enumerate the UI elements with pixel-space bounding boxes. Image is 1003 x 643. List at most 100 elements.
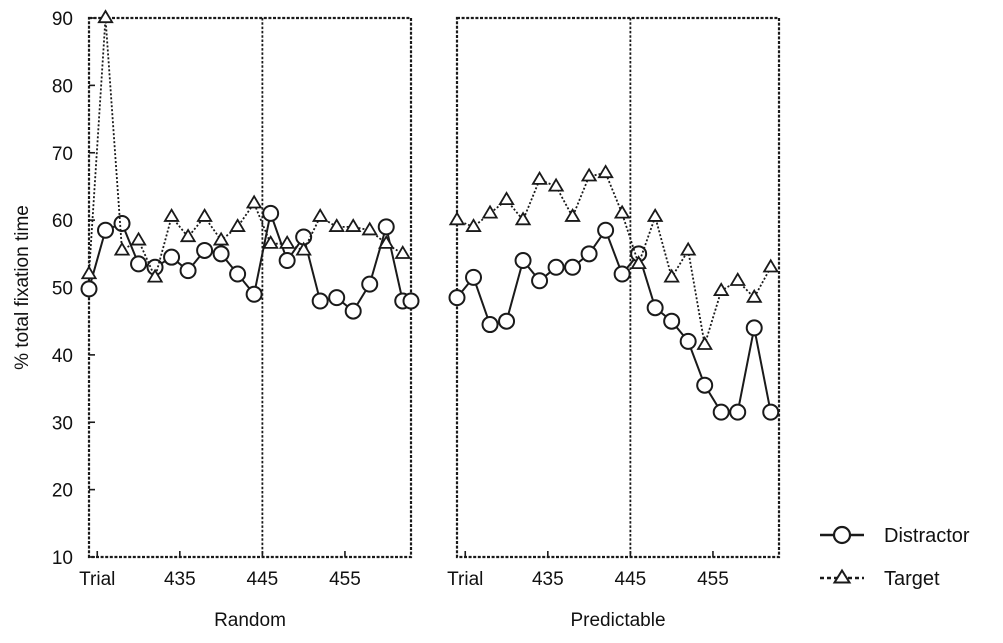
data-point-circle (514, 252, 532, 270)
data-point-triangle (311, 207, 329, 222)
x-tick-label: 445 (615, 569, 647, 590)
data-point-circle (481, 316, 499, 334)
data-point-circle (580, 245, 598, 263)
data-point-circle (597, 221, 615, 239)
data-point-circle (163, 248, 181, 266)
x-tick-label: Trial (447, 569, 483, 590)
legend-entry-distractor: Distractor (820, 525, 970, 547)
data-point-circle (328, 289, 346, 307)
data-point-triangle (729, 272, 746, 286)
series-line (88, 17, 404, 281)
data-point-circle (564, 258, 582, 276)
data-point-triangle (80, 265, 98, 280)
panel-frame (455, 16, 781, 559)
legend-entry-target: Target (820, 568, 940, 590)
data-point-circle (361, 275, 379, 293)
data-point-triangle (580, 167, 598, 182)
data-point-triangle (613, 204, 631, 219)
data-point-circle (179, 262, 197, 280)
data-point-circle (212, 245, 230, 263)
data-point-triangle (448, 211, 466, 226)
data-point-triangle (531, 170, 548, 185)
data-point-triangle (745, 288, 763, 303)
legend-marker-circle (832, 525, 852, 545)
data-point-circle (229, 265, 247, 283)
data-point-circle (245, 285, 263, 303)
data-point-circle (679, 332, 697, 350)
data-point-triangle (179, 228, 197, 243)
data-point-triangle (663, 268, 680, 283)
data-point-circle (531, 272, 549, 290)
data-point-circle (196, 241, 214, 259)
data-point-circle (97, 221, 115, 239)
data-point-triangle (229, 218, 246, 232)
data-point-circle (712, 403, 730, 421)
data-point-triangle (597, 164, 614, 179)
y-tick-label: 70 (52, 144, 73, 165)
data-point-triangle (278, 234, 296, 249)
data-point-circle (663, 312, 681, 330)
data-point-triangle (564, 207, 581, 222)
data-point-triangle (547, 177, 565, 192)
data-point-triangle (465, 218, 482, 232)
x-tick-label: 455 (329, 569, 361, 590)
data-point-triangle (514, 211, 532, 226)
data-point-circle (696, 376, 714, 394)
data-point-triangle (630, 255, 647, 270)
data-point-triangle (146, 268, 164, 283)
data-point-triangle (762, 258, 779, 273)
panel-label: Predictable (570, 610, 665, 631)
data-point-triangle (481, 204, 499, 219)
data-point-triangle (295, 241, 312, 256)
legend-marker-triangle (832, 568, 852, 584)
data-point-circle (262, 204, 280, 222)
data-point-triangle (377, 234, 395, 249)
data-point-circle (278, 252, 296, 270)
data-point-triangle (712, 282, 730, 296)
y-tick-label: 80 (52, 76, 73, 97)
data-point-circle (377, 218, 395, 236)
data-point-triangle (163, 207, 180, 222)
data-point-triangle (245, 194, 263, 209)
data-point-triangle (361, 221, 378, 236)
y-tick-label: 60 (52, 211, 73, 232)
x-tick-label: 455 (697, 569, 729, 590)
series-distractor (448, 221, 780, 421)
data-point-circle (613, 265, 631, 283)
data-point-triangle (394, 245, 411, 259)
series-target (448, 164, 779, 350)
data-point-triangle (498, 191, 515, 206)
data-point-triangle (212, 231, 230, 246)
x-tick-label: 435 (164, 569, 196, 590)
panel-random: Trial 435 445 455 Random (79, 9, 420, 631)
data-point-triangle (328, 218, 345, 232)
legend-label: Target (884, 568, 940, 590)
data-point-circle (646, 299, 664, 317)
data-point-circle (130, 255, 148, 273)
data-point-triangle (646, 207, 664, 222)
data-point-circle (745, 319, 763, 337)
data-point-circle (498, 312, 516, 330)
data-point-triangle (696, 336, 713, 350)
x-tick-label: Trial (79, 569, 115, 590)
panel-frame (87, 16, 413, 559)
y-tick-label: 50 (52, 279, 73, 300)
legend-label: Distractor (884, 525, 970, 547)
data-point-triangle (130, 231, 147, 246)
y-tick-label: 10 (52, 548, 73, 569)
data-point-triangle (344, 218, 362, 232)
y-axis-label: % total fixation time (12, 205, 33, 370)
data-point-circle (113, 214, 131, 232)
data-point-triangle (262, 234, 279, 249)
x-tick-label: 445 (247, 569, 279, 590)
data-point-circle (402, 292, 420, 310)
x-tick-label: 435 (532, 569, 564, 590)
data-point-circle (448, 289, 466, 307)
data-point-circle (311, 292, 329, 310)
data-point-triangle (196, 207, 213, 222)
y-tick-label: 90 (52, 9, 73, 30)
data-point-triangle (97, 9, 114, 24)
data-point-circle (80, 280, 98, 298)
